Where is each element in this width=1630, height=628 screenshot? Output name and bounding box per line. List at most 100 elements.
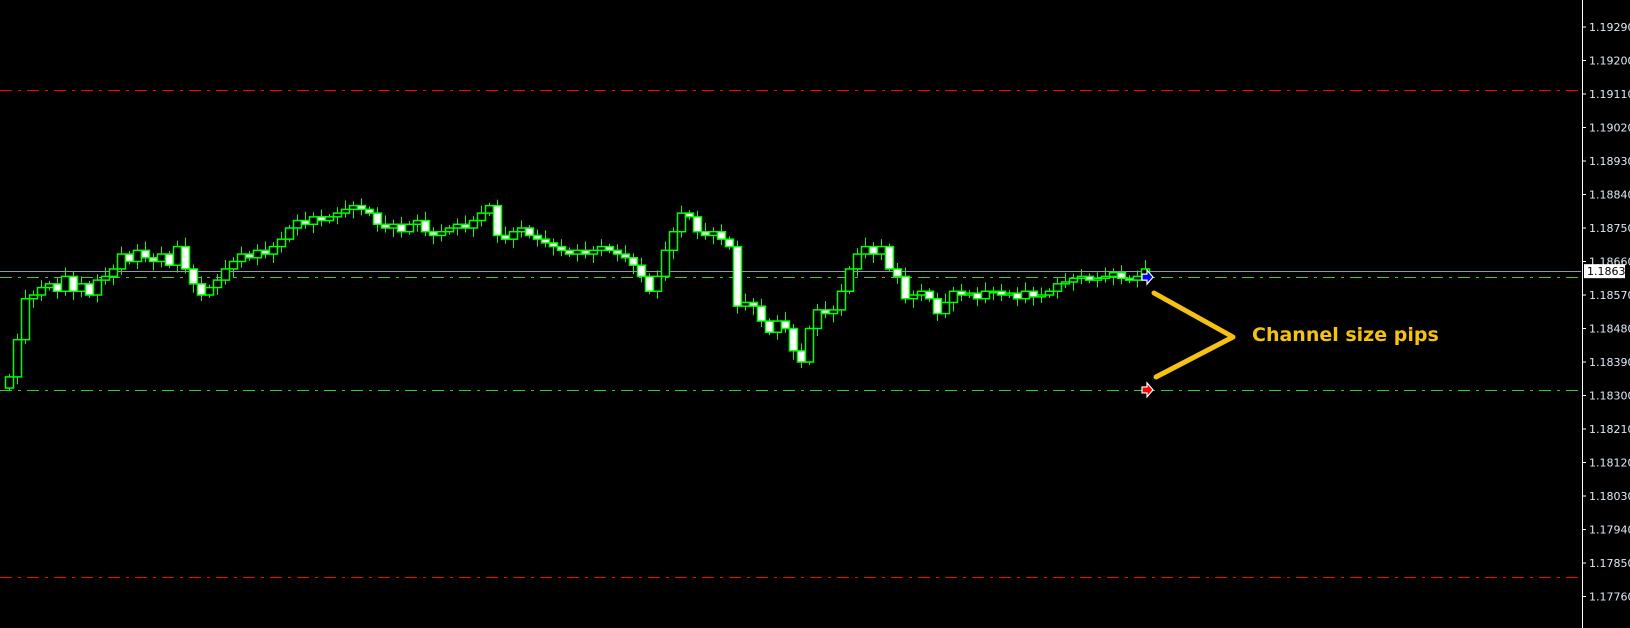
candle [212, 274, 223, 295]
y-tick-label: 1.17940 [1589, 524, 1630, 537]
candle [420, 211, 431, 237]
candle [4, 373, 15, 392]
candle-body [268, 245, 279, 255]
y-tick-label: 1.18120 [1589, 457, 1630, 470]
candle-body [788, 327, 799, 352]
candle [204, 284, 215, 298]
candle-body [428, 230, 439, 237]
candle-body [860, 245, 871, 255]
candle [684, 210, 695, 220]
candle [220, 260, 231, 285]
candle-body [396, 223, 407, 233]
candle [852, 248, 863, 277]
candle [700, 222, 711, 240]
candle-body [116, 253, 127, 270]
candle [572, 244, 583, 262]
candle [1036, 287, 1047, 303]
candle [812, 303, 823, 336]
candle-body [36, 286, 47, 296]
candle [692, 210, 703, 240]
candle-body [980, 290, 991, 300]
candle [892, 262, 903, 284]
candle [372, 207, 383, 232]
y-tick-label: 1.19110 [1589, 88, 1630, 101]
candle [1092, 272, 1103, 288]
candle [52, 277, 63, 299]
candle [468, 216, 479, 237]
candle [908, 290, 919, 308]
candle-body [452, 223, 463, 229]
candle-body [4, 376, 15, 389]
candle [732, 240, 743, 314]
candle-body [796, 350, 807, 363]
candle [100, 267, 111, 285]
candle-body [1116, 271, 1127, 279]
candle [172, 240, 183, 273]
candle [524, 225, 535, 239]
candle [548, 238, 559, 256]
candle [780, 312, 791, 333]
candle [44, 280, 55, 291]
candle-body [764, 320, 775, 333]
candle-body [332, 212, 343, 218]
candle [668, 227, 679, 260]
candle-body [156, 253, 167, 263]
y-tick-label: 1.18570 [1589, 289, 1630, 302]
candle [756, 298, 767, 328]
candle [580, 241, 591, 259]
candle-body [436, 230, 447, 237]
candle-body [404, 223, 415, 233]
candle-body [532, 234, 543, 240]
candle [596, 239, 607, 257]
candle-body [724, 238, 735, 248]
candle [364, 206, 375, 217]
candle-body [60, 275, 71, 293]
candle [972, 287, 983, 307]
candle-body [884, 245, 895, 270]
candle-body [852, 253, 863, 270]
candle [500, 226, 511, 244]
candle-body [1004, 292, 1015, 296]
candle-body [700, 230, 711, 237]
candle [540, 230, 551, 248]
candle-body [12, 338, 23, 378]
candle-body [508, 230, 519, 240]
red-arrow-icon [1141, 381, 1154, 399]
y-tick-label: 1.18750 [1589, 222, 1630, 235]
candle-body [420, 219, 431, 233]
candle-body [524, 227, 535, 237]
candle [476, 205, 487, 227]
candle-body [164, 253, 175, 266]
candle-body [780, 320, 791, 330]
candle [116, 246, 127, 275]
candle-body [1068, 277, 1079, 283]
candle-body [300, 219, 311, 226]
candle-body [716, 230, 727, 240]
candle [860, 237, 871, 259]
candle-body [964, 292, 975, 296]
candle-body [996, 290, 1007, 296]
candle-body [220, 268, 231, 281]
candle [828, 305, 839, 323]
candle-body [292, 219, 303, 229]
candle-body [76, 283, 87, 293]
candle-body [668, 230, 679, 252]
candle [508, 227, 519, 249]
candle [140, 241, 151, 263]
candle-body [204, 286, 215, 296]
candle [532, 229, 543, 247]
candle [764, 318, 775, 336]
candle-body [284, 227, 295, 240]
candle [836, 283, 847, 316]
candle-body [756, 305, 767, 322]
candle-body [932, 297, 943, 315]
candle [156, 246, 167, 268]
candle [356, 198, 367, 216]
y-tick-label: 1.18840 [1589, 189, 1630, 202]
candle [436, 224, 447, 242]
candle-body [676, 212, 687, 233]
candle [452, 218, 463, 236]
candle [660, 241, 671, 281]
candle-body [1076, 275, 1087, 279]
